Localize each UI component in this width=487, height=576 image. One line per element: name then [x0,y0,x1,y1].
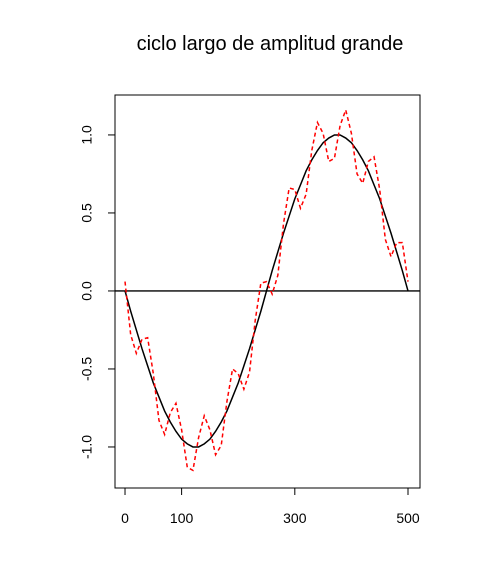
y-tick-label: 1.0 [79,125,95,145]
y-tick-label: 0.5 [79,203,95,223]
y-tick-label: 0.0 [79,281,95,301]
y-tick-label: -1.0 [79,435,95,459]
series-line [124,134,409,448]
x-tick-label: 100 [170,510,194,526]
x-tick-label: 500 [396,510,420,526]
series-line [124,107,409,472]
y-tick-label: -0.5 [79,357,95,381]
x-tick-label: 300 [283,510,307,526]
x-tick-label: 0 [121,510,129,526]
chart-title: ciclo largo de amplitud grande [137,33,404,55]
